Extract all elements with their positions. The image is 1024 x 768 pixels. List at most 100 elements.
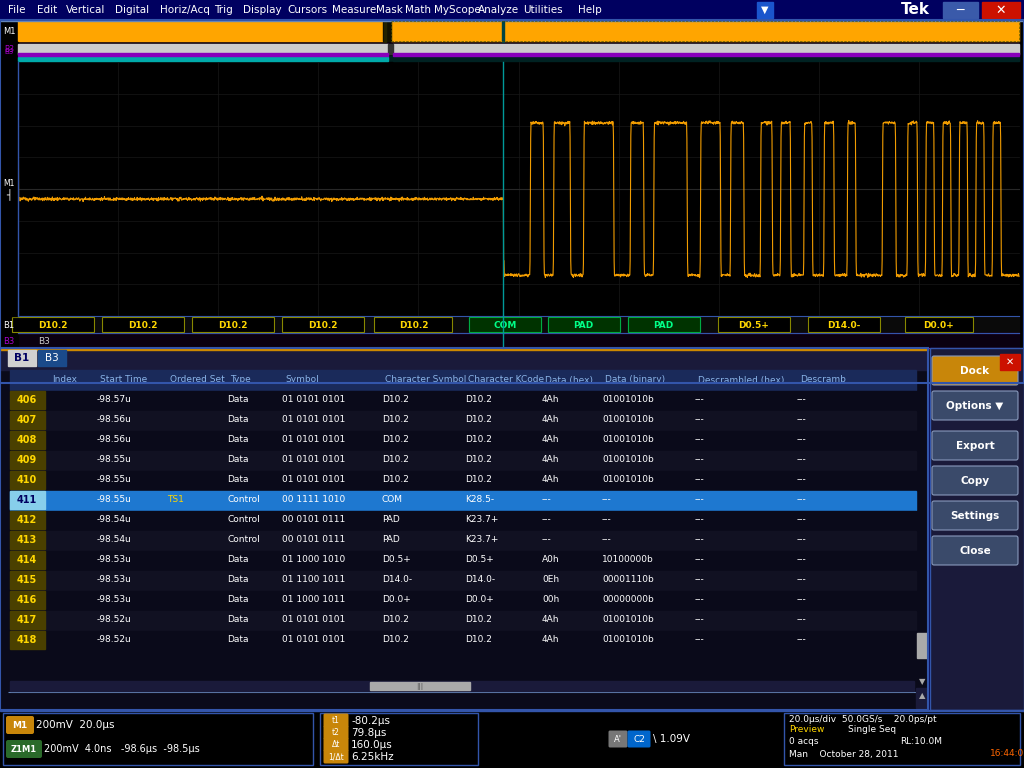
Text: 412: 412 xyxy=(16,515,37,525)
Text: Data: Data xyxy=(227,396,249,405)
Text: 4Ah: 4Ah xyxy=(542,435,559,445)
Bar xyxy=(628,317,699,332)
Bar xyxy=(10,391,916,410)
Text: 416: 416 xyxy=(16,595,37,605)
Text: D10.2: D10.2 xyxy=(38,320,68,329)
Bar xyxy=(10,611,916,630)
Text: 0 acqs: 0 acqs xyxy=(790,737,818,746)
Text: ---: --- xyxy=(797,575,807,584)
Bar xyxy=(10,491,45,509)
Bar xyxy=(10,571,45,589)
Bar xyxy=(548,317,620,332)
Bar xyxy=(0,333,18,348)
Bar xyxy=(0,20,1024,21)
Text: ---: --- xyxy=(797,415,807,425)
Text: Edit: Edit xyxy=(37,5,57,15)
Bar xyxy=(784,713,1020,765)
Text: 00001110b: 00001110b xyxy=(602,575,653,584)
Text: Character Symbol: Character Symbol xyxy=(385,376,466,385)
Text: ---: --- xyxy=(602,515,611,525)
Bar xyxy=(718,317,790,332)
Bar xyxy=(18,316,1019,333)
Text: D10.2: D10.2 xyxy=(465,415,492,425)
Text: Symbol: Symbol xyxy=(285,376,318,385)
Bar xyxy=(0,42,18,56)
Bar xyxy=(1000,354,1020,370)
Text: -98.53u: -98.53u xyxy=(97,555,132,564)
Text: 00 1111 1010: 00 1111 1010 xyxy=(282,495,345,505)
Bar xyxy=(18,42,1019,56)
Text: 415: 415 xyxy=(16,575,37,585)
Bar xyxy=(0,348,928,370)
Bar xyxy=(10,431,916,450)
Bar xyxy=(10,471,45,489)
Text: D10.2: D10.2 xyxy=(382,635,409,644)
Text: 4Ah: 4Ah xyxy=(542,455,559,465)
Text: PAD: PAD xyxy=(573,320,594,329)
Text: Export: Export xyxy=(955,441,994,451)
Bar xyxy=(600,720,760,758)
Text: ▼: ▼ xyxy=(761,5,769,15)
Text: Digital: Digital xyxy=(115,5,150,15)
Text: 01 0101 0101: 01 0101 0101 xyxy=(282,396,345,405)
Text: -98.53u: -98.53u xyxy=(97,575,132,584)
Text: D10.2: D10.2 xyxy=(465,396,492,405)
Text: COM: COM xyxy=(494,320,517,329)
Text: ---: --- xyxy=(797,535,807,545)
Text: ---: --- xyxy=(797,615,807,624)
Text: Display: Display xyxy=(244,5,282,15)
Bar xyxy=(391,21,1019,41)
Text: D10.2: D10.2 xyxy=(382,396,409,405)
Text: Measure: Measure xyxy=(332,5,376,15)
Text: ┤: ┤ xyxy=(6,188,12,200)
Text: B3: B3 xyxy=(3,336,14,346)
Text: t1: t1 xyxy=(332,716,340,725)
Text: -98.55u: -98.55u xyxy=(97,475,132,485)
Bar xyxy=(930,348,1024,710)
Bar xyxy=(0,20,18,42)
Text: Mask: Mask xyxy=(377,5,403,15)
Text: 01 1000 1011: 01 1000 1011 xyxy=(282,595,345,604)
Bar xyxy=(10,611,45,629)
Text: 20.0μs/div  50.0GS/s    20.0ps/pt: 20.0μs/div 50.0GS/s 20.0ps/pt xyxy=(790,714,937,723)
Text: 200mV  20.0μs: 200mV 20.0μs xyxy=(36,720,115,730)
Text: D10.2: D10.2 xyxy=(382,475,409,485)
Text: ---: --- xyxy=(542,515,552,525)
Text: -98.57u: -98.57u xyxy=(97,396,132,405)
Bar xyxy=(18,62,1019,316)
Text: Start Time: Start Time xyxy=(100,376,147,385)
Text: ✕: ✕ xyxy=(995,4,1007,16)
Bar xyxy=(383,21,391,41)
FancyBboxPatch shape xyxy=(932,466,1018,495)
Text: C2: C2 xyxy=(633,734,645,743)
Text: B1: B1 xyxy=(3,320,14,329)
Text: ✕: ✕ xyxy=(1006,357,1014,367)
Text: Character KCode: Character KCode xyxy=(468,376,544,385)
Bar xyxy=(10,511,916,530)
Text: RL:10.0M: RL:10.0M xyxy=(900,737,942,746)
Bar xyxy=(18,20,1019,42)
Bar xyxy=(469,317,542,332)
Bar xyxy=(393,53,1019,56)
Bar xyxy=(905,317,973,332)
Text: Help: Help xyxy=(578,5,601,15)
Bar xyxy=(628,317,699,332)
Text: 00 0101 0111: 00 0101 0111 xyxy=(282,515,345,525)
Text: -98.54u: -98.54u xyxy=(97,535,132,545)
Text: ---: --- xyxy=(695,475,705,485)
Text: Data (binary): Data (binary) xyxy=(605,376,666,385)
Bar xyxy=(469,317,542,332)
Text: D0.0+: D0.0+ xyxy=(465,595,494,604)
Bar xyxy=(10,551,45,569)
Text: 01 0101 0101: 01 0101 0101 xyxy=(282,455,345,465)
Bar xyxy=(18,44,388,54)
Bar xyxy=(784,713,1020,765)
Text: -98.55u: -98.55u xyxy=(97,455,132,465)
Text: 79.8μs: 79.8μs xyxy=(351,727,386,737)
Text: D10.2: D10.2 xyxy=(308,320,338,329)
Text: 4Ah: 4Ah xyxy=(542,396,559,405)
Text: ---: --- xyxy=(797,515,807,525)
Text: Math: Math xyxy=(406,5,431,15)
Bar xyxy=(918,633,927,658)
Text: 01001010b: 01001010b xyxy=(602,415,653,425)
